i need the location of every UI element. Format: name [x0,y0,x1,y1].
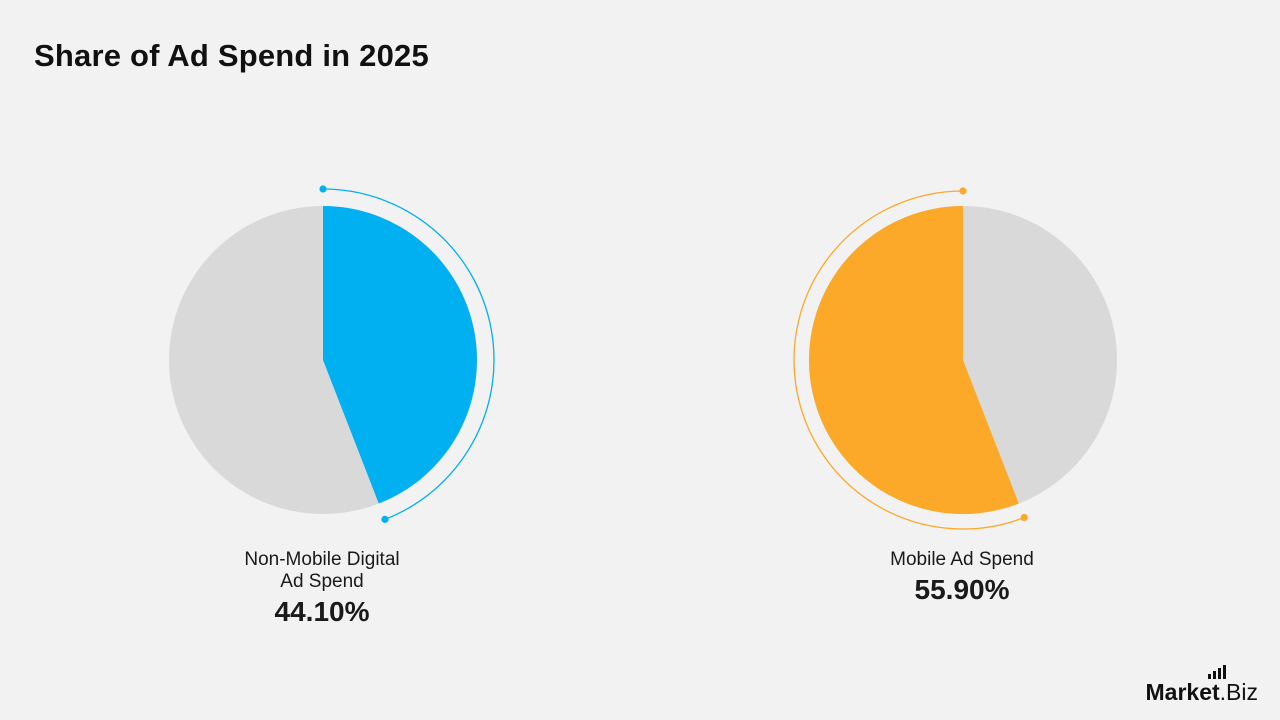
marketbiz-logo: Market .Biz [1145,665,1258,706]
chart-title: Share of Ad Spend in 2025 [34,38,429,73]
logo-text-market: Market [1145,679,1220,705]
pie-label-mobile: Mobile Ad Spend 55.90% [802,549,1122,607]
pie-value-mobile: 55.90% [914,574,1010,605]
pie-arc-start-dot-mobile [959,187,967,195]
pie-arc-end-dot-mobile [1020,513,1028,522]
pie-label-non-mobile: Non-Mobile Digital Ad Spend 44.10% [162,549,482,629]
pie-slice-non-mobile [323,206,477,504]
pie-label-non-mobile-line-1: Non-Mobile Digital [244,549,400,570]
pie-value-non-mobile: 44.10% [274,596,370,627]
logo-bars-icon [1207,665,1226,679]
pie-indicator-arc-non-mobile [322,188,495,520]
pie-label-mobile-line-1: Mobile Ad Spend [890,549,1034,570]
pie-indicator-arc-mobile [793,190,1025,530]
pie-arc-end-dot-non-mobile [381,515,389,523]
pie-label-non-mobile-line-2: Ad Spend [280,571,364,592]
pie-slice-mobile [809,206,1019,514]
logo-text-biz: .Biz [1219,679,1258,705]
pie-arc-start-dot-non-mobile [319,185,327,193]
